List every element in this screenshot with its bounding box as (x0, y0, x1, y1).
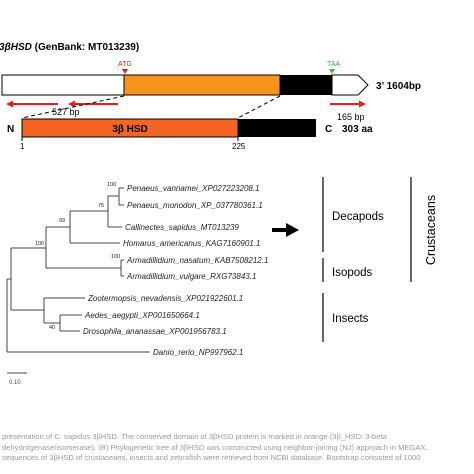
group-insects: Insects (332, 313, 369, 325)
taxon-callinectes-sapidus: Callinectes_sapidus_MT013239 (125, 223, 239, 232)
taxon-aedes-aegypti: Aedes_aegypti_XP001650664.1 (84, 311, 200, 320)
branch-root (6, 278, 150, 353)
branch-insects (43, 297, 85, 324)
primer-5b-head (68, 100, 75, 108)
branch-arthropods (10, 247, 46, 311)
bootstrap-decapod-inner: 75 (98, 203, 104, 209)
gene-title: 3βHSD (GenBank: MT013239) (0, 42, 139, 53)
start-codon-label: ATG (118, 61, 132, 68)
branch-isopods (120, 259, 124, 277)
caption-line-1: presentation of C. sapidus 3βHSD. The co… (2, 432, 387, 441)
branch-penaeus (118, 187, 124, 206)
tree-branches (6, 187, 150, 353)
utr5-length: 527 bp (52, 107, 80, 117)
stop-codon-marker (329, 69, 335, 74)
protein-length: 303 aa (342, 124, 373, 135)
cds-end-segment (280, 75, 332, 95)
taxon-labels: Penaeus_vannamei_XP027223208.1 Penaeus_m… (83, 184, 268, 357)
target-arrow-icon (272, 223, 299, 237)
domain-start-position: 1 (20, 142, 25, 151)
taxon-danio-rerio: Danio_rerio_NP997962.1 (153, 348, 243, 357)
caption-line-2: dehydrogenase/isomerase). (B) Phylogenet… (2, 442, 428, 452)
bootstrap-penaeus: 100 (107, 182, 116, 188)
start-codon-marker (122, 69, 128, 74)
figure-canvas: 3βHSD (GenBank: MT013239) ATG TAA 3’ 160… (0, 42, 438, 386)
taxon-drosophila-ananassae: Drosophila_ananassae_XP001956783.1 (83, 327, 227, 336)
taxon-armadillidium-nasatum: Armadillidium_nasatum_KAB7508212.1 (126, 256, 268, 265)
branch-crustacea (45, 226, 121, 269)
taxon-zootermopsis-nevadensis: Zootermopsis_nevadensis_XP021922601.1 (87, 294, 243, 303)
utr3-length: 165 bp (337, 112, 365, 122)
group-crustaceans: Crustaceans (424, 195, 438, 265)
primer-3-head (359, 100, 366, 108)
bootstrap-diptera: 40 (49, 325, 55, 331)
mrna-length: 3’ 1604bp (376, 81, 421, 92)
bootstrap-decapod: 99 (59, 218, 65, 224)
figure-caption: presentation of C. sapidus 3βHSD. The co… (2, 432, 472, 464)
utr3-arrow (331, 74, 369, 96)
c-terminus: C (325, 124, 332, 135)
branch-decapod-inner (107, 195, 122, 228)
taxon-penaeus-vannamei: Penaeus_vannamei_XP027223208.1 (127, 184, 260, 193)
protein-tail-bar (238, 119, 316, 137)
map-line-left (21, 95, 125, 119)
primer-5a-head (6, 100, 13, 108)
domain-end-position: 225 (232, 142, 246, 151)
bootstrap-crustacea: 100 (35, 241, 44, 247)
group-isopods: Isopods (332, 267, 373, 279)
map-line-right (237, 95, 281, 119)
taxon-homarus-americanus: Homarus_americanus_KAG7160901.1 (123, 239, 260, 248)
taxon-penaeus-monodon: Penaeus_monodon_XP_037780361.1 (127, 201, 263, 210)
caption-line-3: sequences of 3βHSD of crustaceans, insec… (2, 453, 421, 462)
utr5-segment (1, 74, 125, 96)
stop-codon-label: TAA (327, 61, 340, 68)
cds-segment (123, 74, 281, 96)
bootstrap-values: 100 75 99 100 100 40 (35, 182, 120, 331)
n-terminus: N (7, 124, 14, 135)
branch-diptera (59, 314, 82, 332)
group-decapods: Decapods (332, 211, 384, 223)
hsd-domain-label: 3β HSD (112, 124, 148, 135)
taxon-armadillidium-vulgare: Armadillidium_vulgare_RXG73843.1 (126, 272, 256, 281)
bootstrap-isopods: 100 (111, 254, 120, 260)
scale-value: 0.10 (9, 380, 21, 386)
